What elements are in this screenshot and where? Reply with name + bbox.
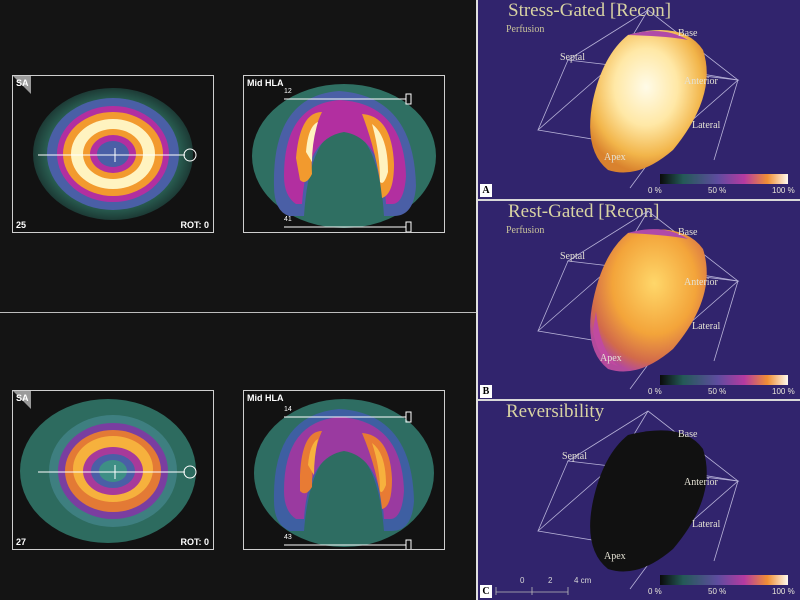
hla-bottom-slice-number: 41 — [284, 216, 292, 223]
rotation-label: ROT: 0 — [180, 537, 209, 547]
3d-heart-render — [537, 9, 740, 189]
anatomy-label-apex: Apex — [604, 551, 626, 562]
scale-tick-2: 2 — [548, 576, 553, 585]
colorbar-mid: 50 % — [708, 186, 727, 195]
stress-gated-panel: Stress-Gated [Recon] Perfusion Base Sept… — [478, 0, 800, 199]
scale-bar — [495, 587, 569, 595]
slice-number: 27 — [16, 537, 27, 547]
colorbar — [660, 375, 788, 385]
rotation-label: ROT: 0 — [180, 220, 209, 230]
panel-title: Stress-Gated [Recon] — [508, 0, 672, 21]
sa-view-top[interactable]: SA 25 ROT: 0 — [12, 75, 214, 233]
hla-bottom-slice-number: 43 — [284, 534, 292, 541]
colorbar-min: 0 % — [648, 186, 662, 195]
sa-image-top — [33, 88, 197, 220]
colorbar-max: 100 % — [772, 387, 795, 396]
hla-view-top[interactable]: Mid HLA 12 41 — [243, 75, 445, 233]
hla-top-slice-number: 12 — [284, 88, 292, 95]
panel-title: Rest-Gated [Recon] — [508, 201, 660, 222]
corner-fold-icon — [13, 76, 31, 94]
panel-letter: A — [480, 184, 492, 197]
panel-subtitle: Perfusion — [506, 24, 545, 35]
anatomy-label-apex: Apex — [604, 152, 626, 163]
anatomy-label-base: Base — [678, 429, 698, 440]
anatomy-label-lateral: Lateral — [692, 321, 721, 332]
panel-subtitle: Perfusion — [506, 225, 545, 236]
hla-label: Mid HLA — [247, 78, 284, 88]
anatomy-label-base: Base — [678, 28, 698, 39]
sa-label: SA — [16, 393, 29, 403]
scale-tick-0: 0 — [520, 576, 525, 585]
hla-view-bottom[interactable]: Mid HLA 14 43 — [243, 390, 445, 550]
panel-letter: B — [480, 385, 492, 398]
anatomy-label-lateral: Lateral — [692, 519, 721, 530]
vertical-divider — [476, 0, 478, 600]
anatomy-label-lateral: Lateral — [692, 120, 721, 131]
colorbar-min: 0 % — [648, 387, 662, 396]
hla-image-bottom — [254, 399, 434, 549]
sa-label: SA — [16, 78, 29, 88]
slice-number: 25 — [16, 220, 27, 230]
hla-top-slice-number: 14 — [284, 406, 292, 413]
corner-fold-icon — [13, 391, 31, 409]
3d-heart-render — [537, 210, 740, 390]
colorbar-mid: 50 % — [708, 587, 727, 596]
colorbar — [660, 575, 788, 585]
rest-gated-panel: Rest-Gated [Recon] Perfusion Base Septal… — [478, 201, 800, 399]
sa-image-bottom — [20, 399, 197, 543]
anatomy-label-anterior: Anterior — [684, 76, 718, 87]
hla-image-top — [252, 84, 436, 232]
anatomy-label-apex: Apex — [600, 353, 622, 364]
3d-heart-render — [495, 410, 740, 595]
anatomy-label-septal: Septal — [560, 52, 585, 63]
sa-view-bottom[interactable]: SA 27 ROT: 0 — [12, 390, 214, 550]
colorbar-min: 0 % — [648, 587, 662, 596]
scale-tick-4cm: 4 cm — [574, 576, 592, 585]
spect-slices-panel: SA 25 ROT: 0 Mid HLA 12 41 — [0, 0, 476, 600]
colorbar-max: 100 % — [772, 186, 795, 195]
divider — [0, 312, 476, 313]
anatomy-label-anterior: Anterior — [684, 477, 718, 488]
panel-title: Reversibility — [506, 401, 605, 422]
colorbar-max: 100 % — [772, 587, 795, 596]
panel-separator — [478, 199, 800, 201]
anatomy-label-septal: Septal — [562, 451, 587, 462]
anatomy-label-anterior: Anterior — [684, 277, 718, 288]
hla-label: Mid HLA — [247, 393, 284, 403]
panel-separator — [478, 399, 800, 401]
anatomy-label-septal: Septal — [560, 251, 585, 262]
reversibility-panel: Reversibility Base Septal Anterior Later… — [478, 401, 800, 600]
panel-letter: C — [480, 585, 492, 598]
colorbar — [660, 174, 788, 184]
anatomy-label-base: Base — [678, 227, 698, 238]
colorbar-mid: 50 % — [708, 387, 727, 396]
